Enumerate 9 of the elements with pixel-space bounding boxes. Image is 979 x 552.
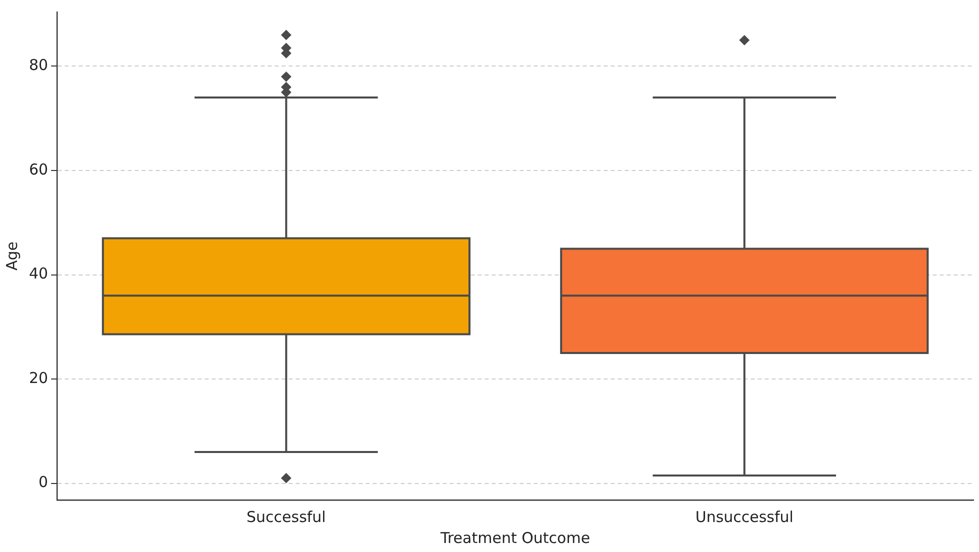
x-axis-title: Treatment Outcome [440, 528, 590, 547]
y-tick-label: 40 [28, 264, 48, 283]
x-tick-label: Unsuccessful [695, 508, 794, 526]
y-tick-label: 20 [28, 368, 48, 387]
x-tick-label: Successful [246, 508, 326, 526]
y-tick-label: 60 [28, 160, 48, 178]
y-axis-title: Age [2, 241, 21, 271]
y-tick-label: 80 [28, 56, 48, 74]
y-tick-label: 0 [38, 473, 48, 492]
